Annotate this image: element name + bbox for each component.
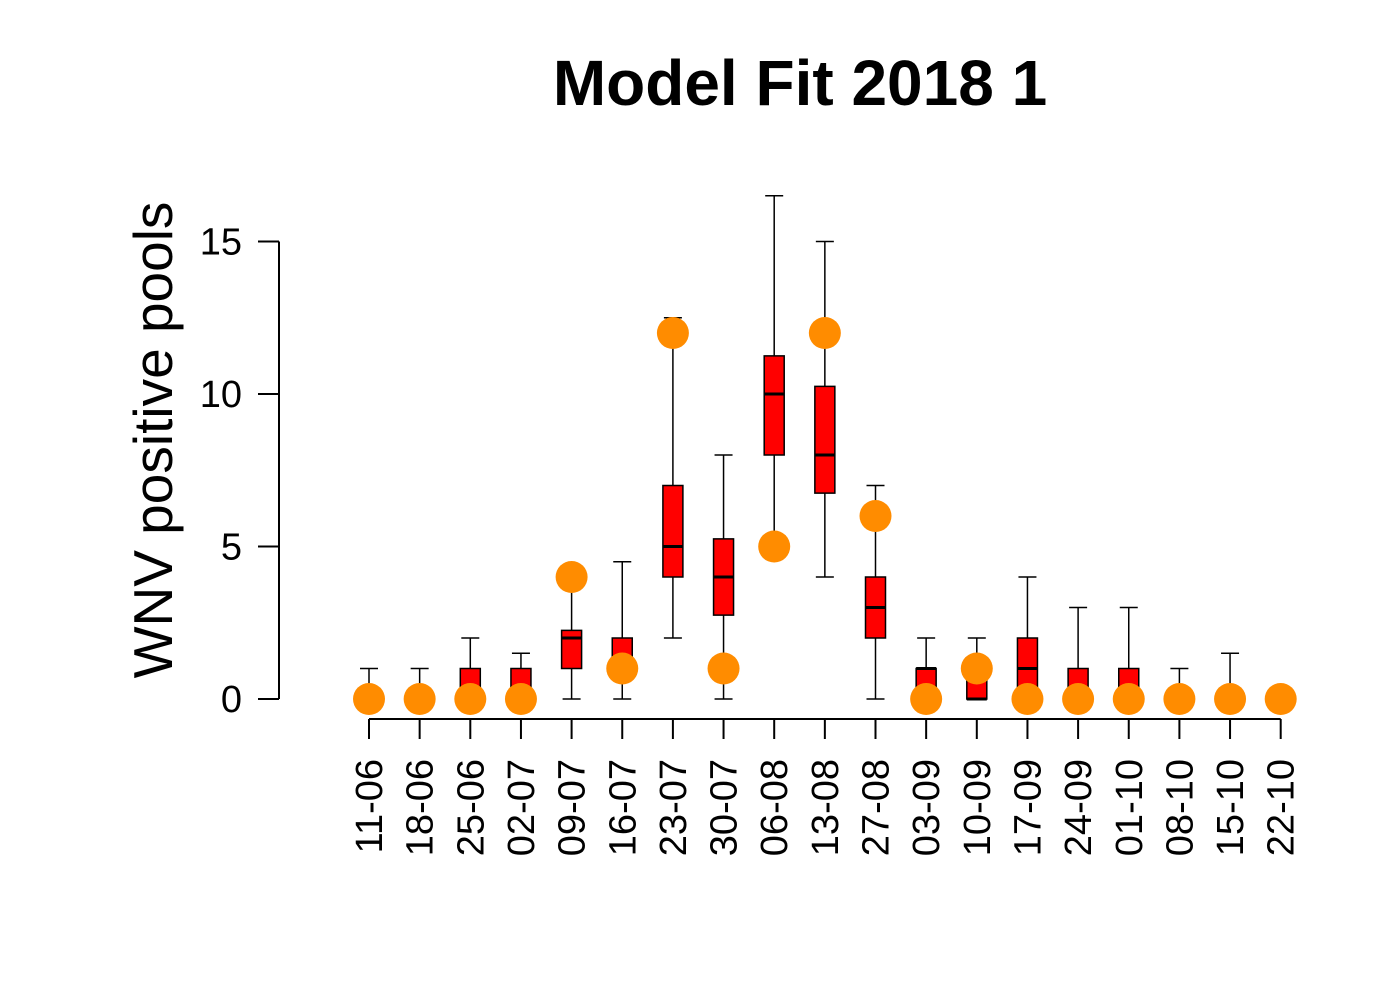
- observed-point: [707, 652, 740, 685]
- y-tick-label: 15: [200, 222, 242, 264]
- x-tick-label: 13-08: [805, 759, 847, 856]
- x-tick-label: 11-06: [349, 759, 391, 853]
- observed-point: [353, 683, 385, 715]
- observed-point: [1112, 683, 1145, 715]
- y-tick-label: 0: [221, 679, 242, 721]
- x-tick-label: 24-09: [1058, 759, 1100, 856]
- x-tick-label: 16-07: [602, 759, 644, 856]
- x-tick-label: 27-08: [856, 759, 898, 856]
- box: [763, 355, 785, 456]
- x-tick-label: 25-06: [450, 759, 492, 856]
- observed-point: [910, 683, 943, 715]
- x-tick-label: 09-07: [552, 759, 594, 856]
- x-tick-label: 30-07: [704, 759, 746, 856]
- y-tick-label: 5: [221, 527, 242, 569]
- chart-title: Model Fit 2018 1: [553, 47, 1047, 119]
- plot-area: 0 5 10 15 11-06 18-06 25-06 02-07 09-07 16-07 23-0…: [200, 195, 1303, 856]
- observed-point: [1163, 683, 1196, 715]
- y-tick-label: 10: [200, 374, 242, 416]
- observed-point: [1264, 683, 1297, 715]
- observed-point: [1011, 683, 1044, 715]
- observed-point: [758, 530, 791, 563]
- observed-point: [504, 683, 537, 715]
- x-tick-label: 22-10: [1261, 759, 1303, 856]
- observed-point: [960, 652, 993, 685]
- x-tick-label: 08-10: [1159, 759, 1201, 856]
- x-tick-label: 02-07: [501, 759, 543, 856]
- observed-point: [656, 317, 689, 349]
- observed-point: [403, 683, 436, 715]
- observed-point: [454, 683, 487, 715]
- x-tick-label: 23-07: [653, 759, 695, 856]
- x-tick-label: 17-09: [1007, 759, 1049, 856]
- observed-point: [808, 317, 841, 349]
- observed-point: [1214, 683, 1247, 715]
- observed-point: [1062, 683, 1095, 715]
- observed-point: [555, 561, 588, 593]
- observed-point: [859, 500, 892, 532]
- box: [560, 629, 583, 670]
- x-tick-label: 10-09: [957, 759, 999, 856]
- x-tick-label: 03-09: [906, 759, 948, 856]
- box: [814, 385, 836, 494]
- box: [662, 484, 684, 578]
- y-axis-label: WNV positive pools: [122, 202, 184, 679]
- observed-point: [606, 652, 639, 685]
- x-tick-label: 15-10: [1210, 759, 1252, 856]
- x-tick-label: 18-06: [400, 759, 442, 856]
- x-tick-label: 06-08: [754, 759, 796, 856]
- x-tick-label: 01-10: [1109, 759, 1151, 856]
